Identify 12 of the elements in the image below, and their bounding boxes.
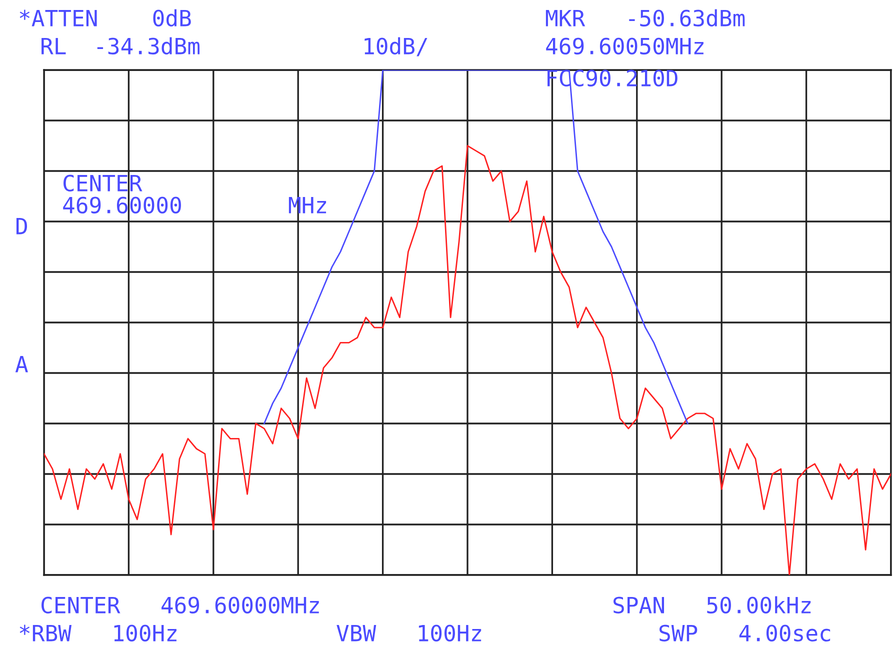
text: *RBW 100Hz (20, 624, 176, 642)
text: VBW 100Hz (336, 624, 482, 642)
text: 10dB/ (364, 37, 428, 56)
text: 469.60050MHz (546, 38, 704, 55)
text: A (15, 356, 28, 372)
text: CENTER 469.60000MHz (42, 596, 319, 614)
text: MKR -50.63dBm (546, 9, 745, 27)
text: D (16, 218, 27, 234)
text: SPAN 50.00kHz (614, 596, 811, 614)
text: SWP 4.00sec (660, 624, 830, 642)
text: RL -34.3dBm (42, 37, 200, 55)
text: *ATTEN 0dB (20, 9, 191, 27)
